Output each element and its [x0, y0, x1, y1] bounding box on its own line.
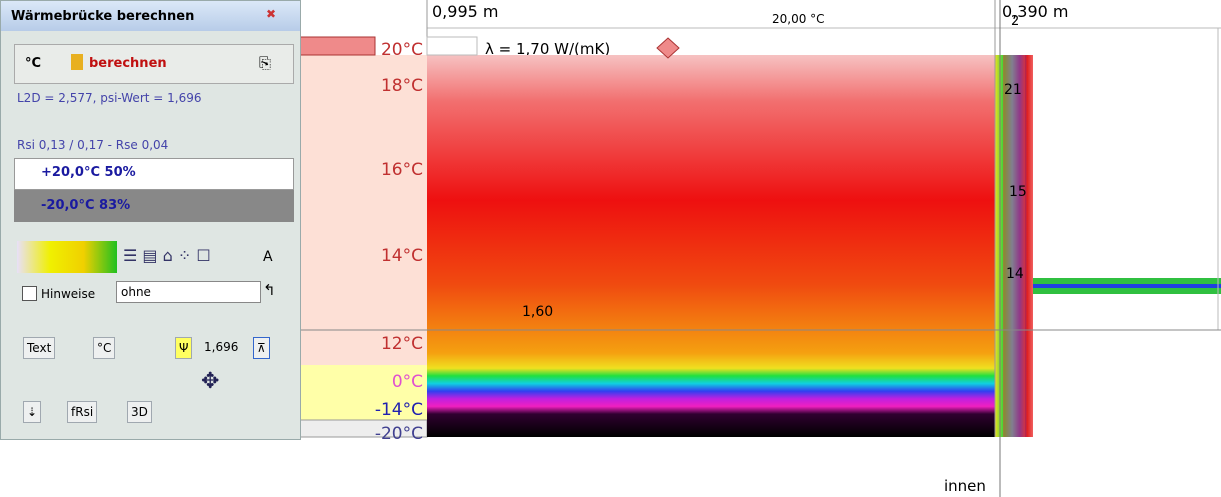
text-button[interactable]: Text [23, 337, 55, 359]
temperature-label: 20,00 °C [772, 12, 825, 26]
view-3d-button[interactable]: 3D [127, 401, 152, 423]
dimension: 0,995 m [432, 2, 498, 21]
resistances: Rsi 0,13 / 0,17 - Rse 0,04 [17, 138, 168, 152]
export-button[interactable]: ⇣ [23, 401, 41, 423]
lambda-label: λ = 1,70 W/(mK) [485, 40, 610, 55]
undo-button[interactable]: ↰ [263, 281, 276, 299]
scale-label: 14°C [381, 246, 423, 266]
celsius-button[interactable]: °C [93, 337, 115, 359]
calc-icon [71, 54, 83, 70]
frsi-button[interactable]: fRsi [67, 401, 97, 423]
screen: 0,995 m 20,00 °C 0,390 m 2 λ = 1,70 W/(m… [0, 0, 1221, 497]
psi-button[interactable]: Ψ [175, 337, 192, 359]
scale-label: 18°C [381, 76, 423, 96]
scale-label: -14°C [375, 400, 423, 420]
inside-label: innen [944, 477, 986, 495]
column-label: 15 [1009, 184, 1027, 200]
dimension-index: 2 [1011, 14, 1019, 29]
view-icons[interactable]: ☰ ▤ ⌂ ⁘ ☐ [123, 246, 211, 265]
scale-label: 0°C [392, 372, 423, 392]
column-label: 21 [1004, 82, 1022, 98]
calc-button[interactable]: berechnen [89, 56, 167, 71]
checkbox[interactable] [22, 286, 37, 301]
scale-label: 20°C [381, 40, 423, 60]
copy-button[interactable]: ⎘ [259, 54, 271, 72]
unit-button[interactable]: °C [25, 56, 41, 71]
marker-value: 1,60 [522, 304, 553, 320]
x-button[interactable]: ⊼ [253, 337, 270, 359]
psi-value: 1,696 [204, 340, 238, 354]
move-control[interactable]: ✥ [201, 369, 219, 394]
close-button[interactable]: ✖ [266, 7, 276, 21]
scale-label: 16°C [381, 160, 423, 180]
outside-climate: -20,0°C 83% [41, 198, 130, 213]
column-label: 14 [1006, 266, 1024, 282]
scale-label: 12°C [381, 334, 423, 354]
scale-label: -20°C [375, 424, 423, 444]
option-label: A [263, 249, 273, 265]
view-icons[interactable] [17, 241, 117, 273]
inside-climate: +20,0°C 50% [41, 165, 136, 180]
panel: Wärmebrücke berechnen ✖ °C berechnen ⎘ L… [0, 0, 301, 440]
checkbox-label: Hinweise [41, 287, 95, 301]
select[interactable]: ohne [116, 281, 261, 303]
panel-title: Wärmebrücke berechnen [11, 9, 194, 24]
result: L2D = 2,577, psi-Wert = 1,696 [17, 91, 202, 105]
